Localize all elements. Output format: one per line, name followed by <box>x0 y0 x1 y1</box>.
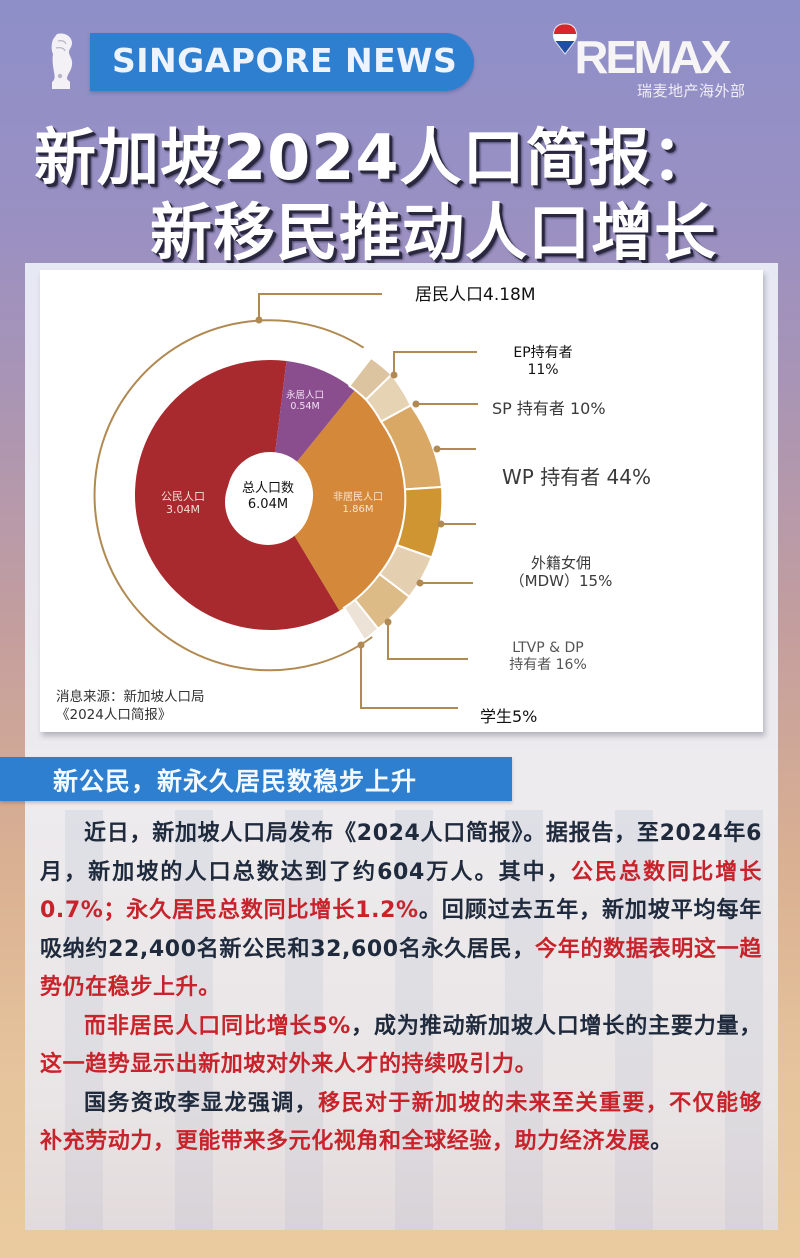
citizen-segment <box>134 359 340 630</box>
article-body: 近日，新加坡人口局发布《2024人口简报》。据报告，至2024年6月，新加坡的人… <box>40 815 762 1162</box>
merlion-icon <box>51 33 73 89</box>
paragraph-1: 近日，新加坡人口局发布《2024人口简报》。据报告，至2024年6月，新加坡的人… <box>40 821 762 1000</box>
ltvp-leader <box>387 622 468 660</box>
ltvp-dp-label: LTVP & DP 持有者 16% <box>509 640 587 673</box>
resident-leader <box>258 293 382 320</box>
pr-label: 永居人口 0.54M <box>285 390 324 413</box>
section-heading: 新公民，新永久居民数稳步上升 <box>53 767 418 796</box>
paragraph-3: 国务资政李显龙强调，移民对于新加坡的未来至关重要，不仅能够补充劳动力，更能带来多… <box>40 1090 762 1155</box>
nonresident-label: 非居民人口 1.86M <box>333 492 383 515</box>
remax-logo-text: REMAX <box>574 31 731 83</box>
nonresident-segment <box>292 390 405 611</box>
student-band <box>342 598 380 642</box>
center-hole <box>225 459 311 545</box>
wp-holder-label: WP 持有者 44% <box>502 465 652 489</box>
singapore-news-badge: SINGAPORE NEWS <box>90 33 474 91</box>
resident-total-label: 居民人口4.18M <box>415 285 536 305</box>
population-donut-chart <box>93 293 478 709</box>
citizen-label: 公民人口 3.04M <box>161 490 205 517</box>
sp-holder-label: SP 持有者 10% <box>492 399 606 418</box>
student-leader <box>360 645 458 709</box>
section-header-bar: 新公民，新永久居民数稳步上升 <box>0 757 512 801</box>
resident-ring-outline <box>93 319 373 672</box>
center-total-label: 总人口数 6.04M <box>241 481 294 512</box>
remax-balloon-icon <box>552 23 578 55</box>
remax-subtitle: 瑞麦地产海外部 <box>637 82 746 100</box>
source-note: 消息来源：新加坡人口局 《2024人口简报》 <box>56 689 205 724</box>
student-label: 学生5% <box>480 707 538 726</box>
ep-holder-label: EP持有者 11% <box>513 345 573 378</box>
paragraph-2: 而非居民人口同比增长5%，成为推动新加坡人口增长的主要力量，这一趋势显示出新加坡… <box>40 1013 762 1078</box>
headline-line-1: 新加坡2024人口简报： <box>34 121 715 194</box>
mdw-label: 外籍女佣 （MDW）15% <box>509 554 613 590</box>
headline-line-2: 新移民推动人口增长 <box>150 196 718 269</box>
pr-segment <box>275 361 355 462</box>
badge-label: SINGAPORE NEWS <box>112 41 458 80</box>
ep-leader <box>393 351 477 375</box>
